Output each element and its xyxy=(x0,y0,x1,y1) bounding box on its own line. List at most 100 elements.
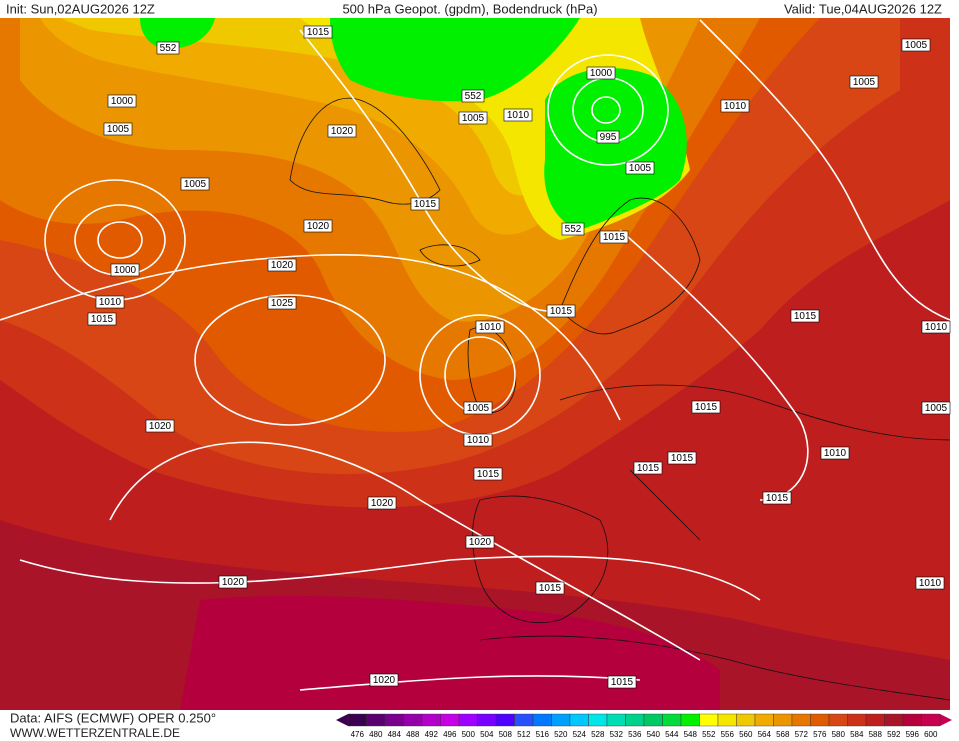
legend-label: 580 xyxy=(832,730,846,739)
legend-label: 504 xyxy=(480,730,494,739)
legend-label: 480 xyxy=(369,730,383,739)
isobar-line xyxy=(19,555,761,601)
isobar-label-box xyxy=(465,535,495,549)
isobar-label: 1015 xyxy=(477,469,500,480)
legend-swatch xyxy=(477,713,497,727)
legend-label: 500 xyxy=(462,730,476,739)
isobar-label-box xyxy=(561,222,585,236)
isobar-label: 1015 xyxy=(603,232,626,243)
isobar-label: 1015 xyxy=(414,199,437,210)
field xyxy=(0,18,950,710)
legend-label: 484 xyxy=(388,730,402,739)
legend-label: 476 xyxy=(351,730,365,739)
isobar-label-box xyxy=(267,258,297,272)
map-title: 500 hPa Geopot. (gpdm), Bodendruck (hPa) xyxy=(342,1,597,16)
isobar-label: 1010 xyxy=(507,110,530,121)
isobar-label: 1015 xyxy=(611,677,634,688)
legend-arrow-right xyxy=(940,714,952,726)
field-548 xyxy=(544,68,687,230)
legend-swatch xyxy=(606,713,626,727)
isobar-label: 552 xyxy=(565,224,582,235)
isobar-label: 1020 xyxy=(307,221,330,232)
isobar-line xyxy=(0,253,621,421)
legend-label: 596 xyxy=(906,730,920,739)
legend-swatch xyxy=(699,713,719,727)
legend-swatch xyxy=(736,713,756,727)
isobar-label: 1005 xyxy=(467,403,490,414)
legend-swatch xyxy=(421,713,441,727)
legend-swatch xyxy=(773,713,793,727)
isobar-label-box xyxy=(156,41,180,55)
legend-swatch xyxy=(865,713,885,727)
isobar-label: 1010 xyxy=(479,322,502,333)
isobar-label: 1015 xyxy=(695,402,718,413)
legend-label: 512 xyxy=(517,730,531,739)
isobar-label: 1020 xyxy=(373,675,396,686)
website: WWW.WETTERZENTRALE.DE xyxy=(10,726,180,740)
isobar-label: 1020 xyxy=(271,260,294,271)
legend-label: 572 xyxy=(795,730,809,739)
iberia-coast xyxy=(472,495,609,623)
legend-swatch xyxy=(495,713,515,727)
isobars xyxy=(0,19,951,691)
field-596 xyxy=(180,595,720,710)
isobar-label: 1015 xyxy=(637,463,660,474)
scandinavia-coast xyxy=(559,197,701,335)
legend-swatch xyxy=(569,713,589,727)
isobar-label-box xyxy=(607,675,637,689)
isobar-label-box xyxy=(921,401,951,415)
isobar-label-box xyxy=(901,38,931,52)
isobar-label-box xyxy=(463,401,493,415)
isobar-label: 1005 xyxy=(905,40,928,51)
isobar-label: 1010 xyxy=(919,578,942,589)
legend-label: 584 xyxy=(850,730,864,739)
legend-swatch xyxy=(847,713,867,727)
italy-coast xyxy=(629,469,701,541)
legend-swatch xyxy=(717,713,737,727)
isobar-label: 1010 xyxy=(925,322,948,333)
legend-label: 524 xyxy=(573,730,587,739)
greenland-coast xyxy=(289,97,441,205)
africa-coast xyxy=(479,635,951,701)
isobar-label: 1020 xyxy=(149,421,172,432)
legend-label: 532 xyxy=(610,730,624,739)
legend-swatch xyxy=(384,713,404,727)
isobar-ring xyxy=(591,96,621,124)
legend-label: 560 xyxy=(739,730,753,739)
legend-label: 488 xyxy=(406,730,420,739)
isobar-label-box xyxy=(180,177,210,191)
isobar-label-box xyxy=(303,25,333,39)
isobar-label-box xyxy=(921,320,951,334)
isobar-label-box xyxy=(473,467,503,481)
legend-label: 592 xyxy=(887,730,901,739)
isobar-label: 1005 xyxy=(629,163,652,174)
isobar-label-box xyxy=(107,94,137,108)
isobar-label: 1000 xyxy=(111,96,134,107)
isobar-label: 1005 xyxy=(184,179,207,190)
legend-label: 544 xyxy=(665,730,679,739)
isobar-label-box xyxy=(267,296,297,310)
legend-label: 516 xyxy=(536,730,550,739)
legend-label: 564 xyxy=(758,730,772,739)
field-548-greenland xyxy=(330,18,580,102)
isobar-label: 1015 xyxy=(794,311,817,322)
valid-time: Valid: Tue,04AUG2026 12Z xyxy=(784,1,942,16)
legend-label: 588 xyxy=(869,730,883,739)
legend-label: 536 xyxy=(628,730,642,739)
legend-swatch xyxy=(902,713,922,727)
isobar-label: 995 xyxy=(600,132,617,143)
isobar-label: 1015 xyxy=(91,314,114,325)
isobar-label-box xyxy=(95,295,125,309)
isobar-label-box xyxy=(762,491,792,505)
legend-swatch xyxy=(588,713,608,727)
isobar-label-box xyxy=(367,496,397,510)
color-legend: 476 480 484 488 492 496 500 504 508 512 516 520 524 5… xyxy=(336,713,952,739)
legend-swatch xyxy=(810,713,830,727)
britain-coast xyxy=(467,327,517,413)
isobar-ring xyxy=(97,221,143,259)
legend-label: 552 xyxy=(702,730,716,739)
isobar-label: 1000 xyxy=(114,265,137,276)
isobar-label: 1010 xyxy=(99,297,122,308)
isobar-label: 1020 xyxy=(222,577,245,588)
